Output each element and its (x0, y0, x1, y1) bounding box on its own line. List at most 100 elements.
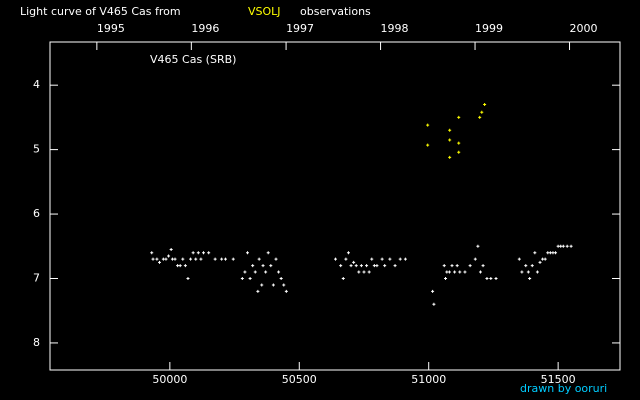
point (220, 257, 224, 261)
point (569, 244, 573, 248)
point (445, 270, 449, 274)
point (274, 257, 278, 261)
point (375, 264, 379, 268)
point (541, 257, 545, 261)
point (457, 150, 461, 154)
point (533, 251, 537, 255)
point (279, 276, 283, 280)
x2-tick-label: 1999 (475, 22, 503, 35)
point (398, 257, 402, 261)
point (352, 260, 356, 264)
y-tick-label: 5 (33, 143, 40, 156)
point (266, 251, 270, 255)
point (253, 270, 257, 274)
point (565, 244, 569, 248)
chart-title-tail: observations (300, 5, 371, 18)
point (181, 257, 185, 261)
credit: drawn by ooruri (520, 382, 607, 395)
point (170, 257, 174, 261)
point (480, 110, 484, 114)
point (561, 244, 565, 248)
point (186, 276, 190, 280)
point (517, 257, 521, 261)
point (246, 251, 250, 255)
x2-tick-label: 1997 (286, 22, 314, 35)
point (520, 270, 524, 274)
point (269, 264, 273, 268)
point (524, 264, 528, 268)
point (341, 276, 345, 280)
point (164, 257, 168, 261)
point (447, 270, 451, 274)
point (559, 244, 563, 248)
point (448, 138, 452, 142)
point (380, 257, 384, 261)
point (546, 251, 550, 255)
point (485, 276, 489, 280)
x2-tick-label: 1995 (97, 22, 125, 35)
x-tick-label: 50500 (282, 373, 317, 386)
point (334, 257, 338, 261)
point (431, 289, 435, 293)
point (403, 257, 407, 261)
y-tick-label: 7 (33, 271, 40, 284)
y-tick-label: 8 (33, 336, 40, 349)
point (556, 244, 560, 248)
point (202, 251, 206, 255)
point (365, 264, 369, 268)
point (455, 264, 459, 268)
point (191, 251, 195, 255)
point (189, 257, 193, 261)
point (426, 143, 430, 147)
point (277, 270, 281, 274)
point (354, 264, 358, 268)
point (538, 260, 542, 264)
point (468, 264, 472, 268)
point (535, 270, 539, 274)
point (473, 257, 477, 261)
point (551, 251, 555, 255)
point (393, 264, 397, 268)
point (494, 276, 498, 280)
point (526, 270, 530, 274)
point (458, 270, 462, 274)
point (432, 302, 436, 306)
point (213, 257, 217, 261)
point (483, 103, 487, 107)
point (359, 264, 363, 268)
point (372, 264, 376, 268)
point (548, 251, 552, 255)
point (457, 115, 461, 119)
point (344, 257, 348, 261)
point (388, 257, 392, 261)
point (248, 276, 252, 280)
annotation: V465 Cas (SRB) (150, 53, 236, 66)
point (530, 264, 534, 268)
point (481, 264, 485, 268)
point (339, 264, 343, 268)
point (240, 276, 244, 280)
point (282, 283, 286, 287)
point (463, 270, 467, 274)
point (194, 257, 198, 261)
x-tick-label: 51000 (411, 373, 446, 386)
x2-tick-label: 1996 (191, 22, 219, 35)
point (151, 257, 155, 261)
point (231, 257, 235, 261)
point (370, 257, 374, 261)
plot-frame (49, 41, 621, 371)
point (199, 257, 203, 261)
point (155, 257, 159, 261)
chart-title-source: VSOLJ (248, 5, 281, 18)
point (448, 128, 452, 132)
point (362, 270, 366, 274)
point (478, 270, 482, 274)
point (489, 276, 493, 280)
x-tick-label: 50000 (152, 373, 187, 386)
point (367, 270, 371, 274)
point (426, 123, 430, 127)
point (271, 283, 275, 287)
point (450, 264, 454, 268)
point (528, 276, 532, 280)
point (457, 141, 461, 145)
